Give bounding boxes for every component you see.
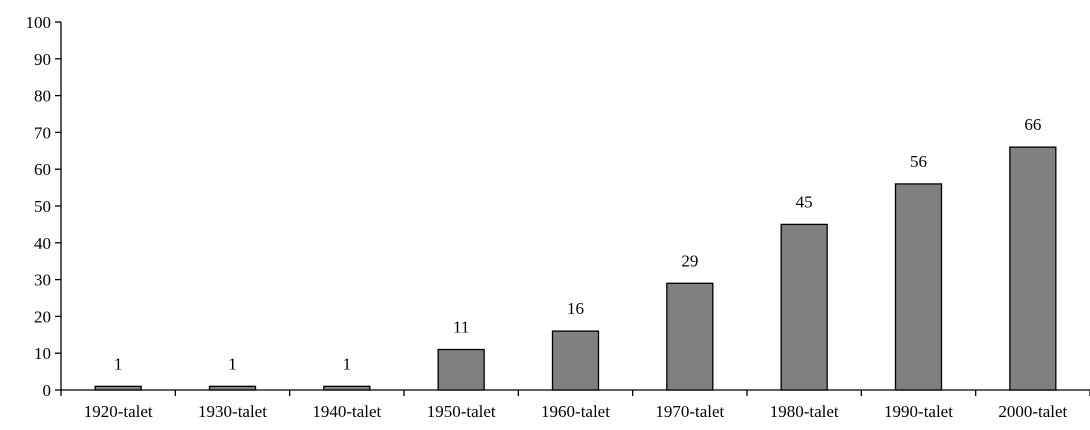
y-tick-label: 40 <box>34 234 51 253</box>
data-label: 29 <box>681 251 698 270</box>
x-tick-label: 1990-talet <box>884 402 953 421</box>
data-label: 66 <box>1024 115 1041 134</box>
y-tick-label: 100 <box>26 13 52 32</box>
data-label: 56 <box>910 152 927 171</box>
y-tick-label: 90 <box>34 50 51 69</box>
y-tick-label: 0 <box>43 381 52 400</box>
y-tick-label: 30 <box>34 271 51 290</box>
y-tick-label: 50 <box>34 197 51 216</box>
x-tick-label: 1940-talet <box>312 402 381 421</box>
x-tick-label: 1920-talet <box>84 402 153 421</box>
x-tick-label: 1980-talet <box>770 402 839 421</box>
data-label: 11 <box>453 318 469 337</box>
data-label: 45 <box>796 192 813 211</box>
y-axis: 0 10 20 30 40 50 60 70 80 90 100 <box>26 13 62 400</box>
data-label: 16 <box>567 299 584 318</box>
x-axis: 1920-talet 1930-talet 1940-talet 1950-talet… <box>60 389 1090 421</box>
data-label: 1 <box>343 354 352 373</box>
x-tick-label: 2000-talet <box>998 402 1067 421</box>
y-tick-label: 20 <box>34 307 51 326</box>
bar <box>94 385 142 391</box>
x-tick-label: 1970-talet <box>655 402 724 421</box>
data-label: 1 <box>114 354 123 373</box>
bar <box>666 282 714 391</box>
bar <box>894 183 943 391</box>
bar <box>208 385 257 391</box>
bars <box>94 146 1057 391</box>
y-tick-label: 70 <box>34 123 51 142</box>
bar <box>1009 146 1057 391</box>
y-tick-label: 10 <box>34 344 51 363</box>
data-label: 1 <box>228 354 237 373</box>
bar <box>551 330 600 391</box>
bar <box>323 385 371 391</box>
y-tick-label: 60 <box>34 160 51 179</box>
bar <box>437 348 485 391</box>
x-tick-label: 1960-talet <box>541 402 610 421</box>
bar <box>780 223 828 391</box>
y-tick-label: 80 <box>34 87 51 106</box>
x-tick-label: 1950-talet <box>427 402 496 421</box>
x-tick-label: 1930-talet <box>198 402 267 421</box>
